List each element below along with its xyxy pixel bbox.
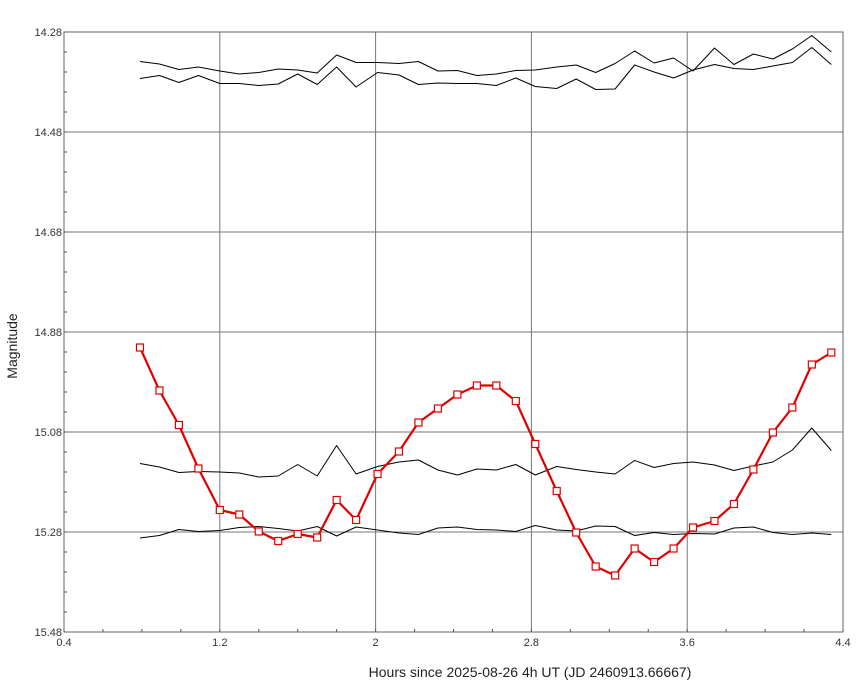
grid-lines [63,31,844,633]
data-point-marker [235,510,244,519]
data-point-marker [433,404,443,413]
data-point-marker [788,403,797,412]
data-point-marker [394,447,404,456]
data-point-marker [135,343,145,352]
data-point-marker [768,428,777,437]
x-tick-label: 0.4 [56,637,71,649]
data-point-marker [669,544,678,553]
data-point-marker [155,386,164,395]
data-point-marker [352,515,361,525]
data-point-marker [591,562,600,571]
x-tick-labels: 0.4 1.2 2 2.8 3.6 4.4 [56,637,850,649]
data-point-marker [611,571,620,580]
data-point-marker [215,505,224,515]
y-tick-label: 14.28 [34,27,62,39]
x-tick-label: 3.6 [680,637,695,649]
data-point-marker [572,528,581,537]
y-tick-label: 14.48 [34,127,62,139]
x-axis-label: Hours since 2025-08-26 4h UT (JD 2460913… [369,664,692,680]
data-point-marker [472,381,481,390]
data-point-marker [274,536,283,546]
data-point-marker [807,360,816,369]
data-point-marker [688,523,698,532]
data-point-marker [373,469,382,479]
data-point-marker [710,516,719,526]
comparison-series-line [139,35,832,76]
x-tick-label: 1.2 [212,637,227,649]
y-tick-labels: 14.28 14.48 14.68 14.88 15.08 15.28 15.48 [34,27,62,639]
data-point-marker [174,420,184,430]
comparison-series-line [139,525,832,539]
y-axis-label: Magnitude [4,313,20,379]
y-tick-label: 14.68 [34,227,62,239]
data-point-marker [194,464,203,473]
data-point-marker [414,418,423,427]
data-point-marker [827,348,836,357]
data-point-marker [552,486,561,496]
data-point-marker [492,381,501,390]
data-point-marker [254,527,263,536]
x-tick-label: 4.4 [835,637,850,649]
minor-ticks [63,31,844,633]
data-point-marker [649,557,659,567]
data-point-marker [630,544,639,553]
comparison-series-line [139,427,832,478]
x-tick-label: 2.8 [524,637,539,649]
series-layer [135,35,836,580]
target-series-line [138,347,832,577]
x-tick-label: 2 [373,637,379,649]
y-tick-label: 15.08 [34,427,62,439]
y-tick-label: 15.48 [34,627,62,639]
y-tick-label: 14.88 [34,327,62,339]
data-point-marker [313,533,322,542]
data-point-marker [453,390,462,399]
y-tick-label: 15.28 [34,527,62,539]
data-point-marker [531,439,540,449]
data-point-marker [293,529,302,539]
data-point-marker [729,499,739,509]
data-point-marker [332,495,341,505]
data-point-marker [511,396,520,406]
comparison-series-line [139,47,832,90]
data-point-marker [749,465,758,474]
